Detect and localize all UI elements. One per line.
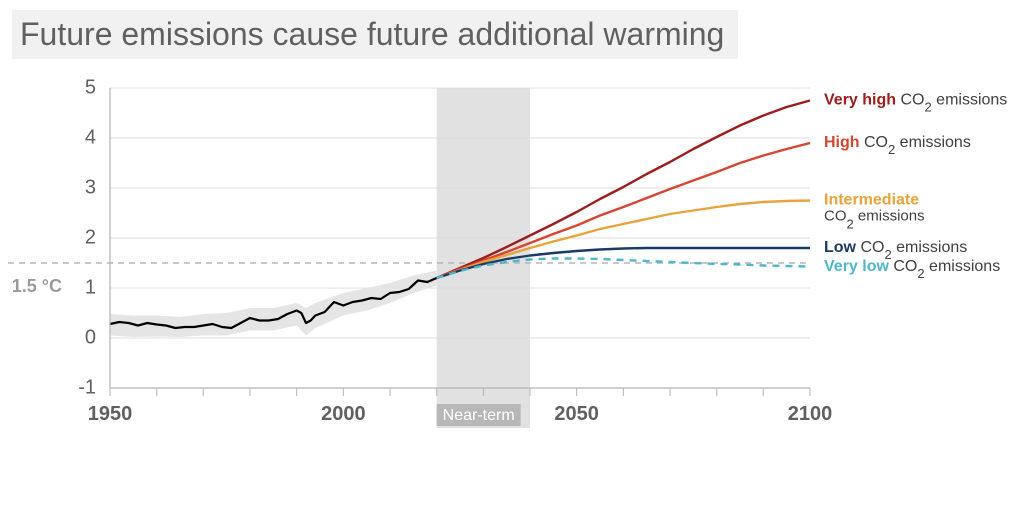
y-tick-label: 5: [85, 78, 96, 98]
y-axis-title: °C: [93, 78, 115, 79]
y-tick-label: 0: [85, 326, 96, 348]
emissions-chart: -1 0 1 2 3 4 5°C 1.5 °C 1950 2000 2050 2100 Near-ter…: [0, 78, 1024, 498]
scenario-label-intermediate-line2: CO2 emissions: [824, 208, 925, 232]
y-tick-label: 3: [85, 176, 96, 198]
scenario-label-intermediate: Intermediate: [824, 192, 919, 209]
y-tick-label: -1: [78, 376, 96, 398]
near-term-label: Near-term: [443, 407, 515, 424]
x-tick-label: 2100: [788, 403, 833, 425]
scenario-label-very_low: Very low CO2 emissions: [824, 258, 1000, 281]
x-tick-label: 2050: [554, 403, 599, 425]
y-tick-label: 4: [85, 126, 96, 148]
chart-title: Future emissions cause future additional…: [12, 10, 738, 59]
x-tick-label: 1950: [88, 403, 133, 425]
reference-label: 1.5 °C: [12, 276, 62, 296]
scenario-label-high: High CO2 emissions: [824, 134, 971, 157]
x-tick-label: 2000: [321, 403, 366, 425]
historical-uncertainty: [110, 271, 437, 338]
chart-container: -1 0 1 2 3 4 5°C 1.5 °C 1950 2000 2050 2100 Near-ter…: [0, 78, 1024, 498]
y-tick-label: 1: [85, 276, 96, 298]
y-tick-label: 2: [85, 226, 96, 248]
scenario-label-very_high: Very high CO2 emissions: [824, 92, 1007, 115]
